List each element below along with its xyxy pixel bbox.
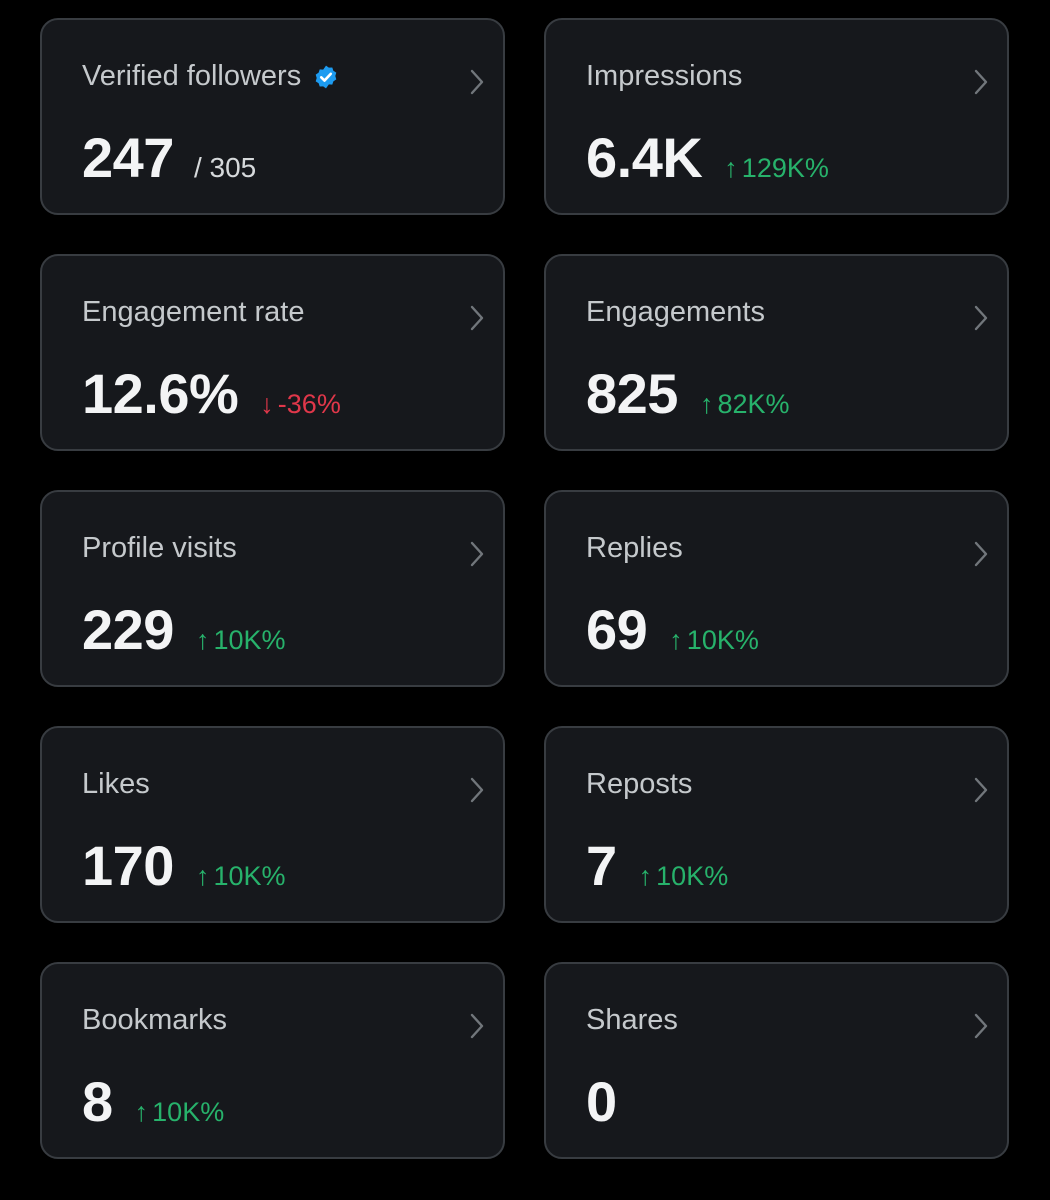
chevron-right-icon[interactable] xyxy=(469,304,485,332)
chevron-right-icon[interactable] xyxy=(973,540,989,568)
card-impressions[interactable]: Impressions 6.4K ↑ 129K% xyxy=(544,18,1009,215)
card-verified-followers[interactable]: Verified followers 247 / 305 xyxy=(40,18,505,215)
metric-value: 0 xyxy=(586,1070,617,1133)
card-profile-visits[interactable]: Profile visits 229 ↑ 10K% xyxy=(40,490,505,687)
card-likes[interactable]: Likes 170 ↑ 10K% xyxy=(40,726,505,923)
card-title: Engagements xyxy=(586,296,765,328)
metric-value: 170 xyxy=(82,834,174,897)
delta-value: 129K% xyxy=(741,153,829,183)
delta-value: 10K% xyxy=(213,625,286,655)
metric-value: 7 xyxy=(586,834,617,897)
arrow-up-icon: ↑ xyxy=(638,861,653,891)
arrow-up-icon: ↑ xyxy=(195,861,210,891)
delta-badge: ↑ 129K% xyxy=(724,153,829,184)
delta-value: -36% xyxy=(277,389,341,419)
metric-value: 69 xyxy=(586,598,648,661)
delta-value: 82K% xyxy=(717,389,790,419)
card-title: Shares xyxy=(586,1004,678,1036)
chevron-right-icon[interactable] xyxy=(469,1012,485,1040)
card-reposts[interactable]: Reposts 7 ↑ 10K% xyxy=(544,726,1009,923)
card-replies[interactable]: Replies 69 ↑ 10K% xyxy=(544,490,1009,687)
delta-badge: ↑ 10K% xyxy=(196,625,286,656)
chevron-right-icon[interactable] xyxy=(973,776,989,804)
chevron-right-icon[interactable] xyxy=(973,304,989,332)
delta-badge: ↑ 10K% xyxy=(196,861,286,892)
chevron-right-icon[interactable] xyxy=(973,68,989,96)
chevron-right-icon[interactable] xyxy=(469,68,485,96)
card-title: Likes xyxy=(82,768,150,800)
card-shares[interactable]: Shares 0 xyxy=(544,962,1009,1159)
metrics-grid: Verified followers 247 / 305 Impressions… xyxy=(40,18,1009,1159)
metric-value: 247 xyxy=(82,126,174,189)
delta-badge: ↓ -36% xyxy=(260,389,341,420)
delta-value: 10K% xyxy=(656,861,729,891)
card-title: Profile visits xyxy=(82,532,237,564)
card-engagements[interactable]: Engagements 825 ↑ 82K% xyxy=(544,254,1009,451)
verified-badge-icon xyxy=(315,65,337,88)
chevron-right-icon[interactable] xyxy=(469,776,485,804)
arrow-up-icon: ↑ xyxy=(724,153,738,183)
card-title: Engagement rate xyxy=(82,296,305,328)
card-title: Reposts xyxy=(586,768,693,800)
delta-value: 10K% xyxy=(213,861,286,891)
metric-total: / 305 xyxy=(193,152,257,183)
card-title: Impressions xyxy=(586,60,743,92)
delta-badge: ↑ 82K% xyxy=(700,389,790,420)
metric-value: 229 xyxy=(82,598,174,661)
card-title: Replies xyxy=(586,532,683,564)
chevron-right-icon[interactable] xyxy=(469,540,485,568)
card-title: Verified followers xyxy=(82,60,302,92)
card-title: Bookmarks xyxy=(82,1004,228,1036)
delta-badge: ↑ 10K% xyxy=(639,861,729,892)
chevron-right-icon[interactable] xyxy=(973,1012,989,1040)
card-engagement-rate[interactable]: Engagement rate 12.6% ↓ -36% xyxy=(40,254,505,451)
card-bookmarks[interactable]: Bookmarks 8 ↑ 10K% xyxy=(40,962,505,1159)
arrow-down-icon: ↓ xyxy=(260,389,274,419)
arrow-up-icon: ↑ xyxy=(669,625,683,655)
metric-value: 825 xyxy=(586,362,678,425)
metric-value: 8 xyxy=(82,1070,113,1133)
delta-value: 10K% xyxy=(686,625,759,655)
delta-badge: ↑ 10K% xyxy=(669,625,759,656)
arrow-up-icon: ↑ xyxy=(195,625,210,655)
delta-value: 10K% xyxy=(152,1097,225,1127)
delta-badge: ↑ 10K% xyxy=(135,1097,225,1128)
metric-value: 6.4K xyxy=(586,126,703,189)
arrow-up-icon: ↑ xyxy=(699,389,714,419)
metric-value: 12.6% xyxy=(82,362,239,425)
arrow-up-icon: ↑ xyxy=(134,1097,149,1127)
